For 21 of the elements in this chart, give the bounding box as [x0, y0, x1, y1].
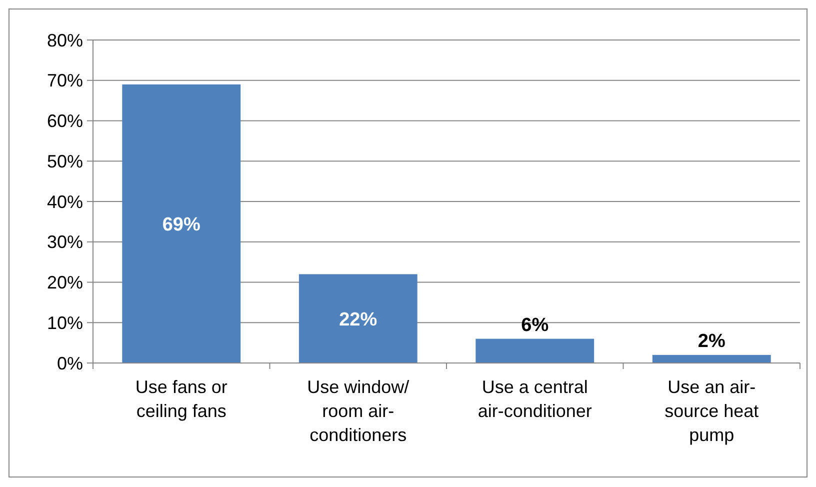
data-label: 2%: [698, 330, 726, 352]
y-tick-label: 40%: [46, 192, 83, 212]
data-label: 6%: [521, 314, 549, 336]
x-tick-label: Use fans or ceiling fans: [135, 377, 228, 421]
y-tick-label: 30%: [46, 232, 83, 252]
data-label: 69%: [162, 214, 200, 236]
y-tick-label: 70%: [46, 70, 83, 91]
y-tick-label: 10%: [46, 312, 83, 333]
bar: [652, 354, 771, 363]
x-tick-label: Use window/ room air-conditioners: [307, 377, 410, 445]
y-tick-label: 80%: [46, 30, 83, 50]
data-label: 22%: [339, 310, 378, 331]
x-tick-label: Use a central air-conditioner: [478, 377, 592, 421]
y-tick-label: 60%: [46, 111, 83, 132]
bar: [298, 274, 418, 363]
y-tick-label: 0%: [56, 353, 83, 374]
bar: [476, 338, 594, 363]
bar: [122, 84, 241, 363]
y-tick-label: 50%: [46, 151, 83, 172]
x-tick-label: Use an air-source heat pump: [664, 377, 759, 445]
y-tick-label: 20%: [46, 272, 83, 293]
